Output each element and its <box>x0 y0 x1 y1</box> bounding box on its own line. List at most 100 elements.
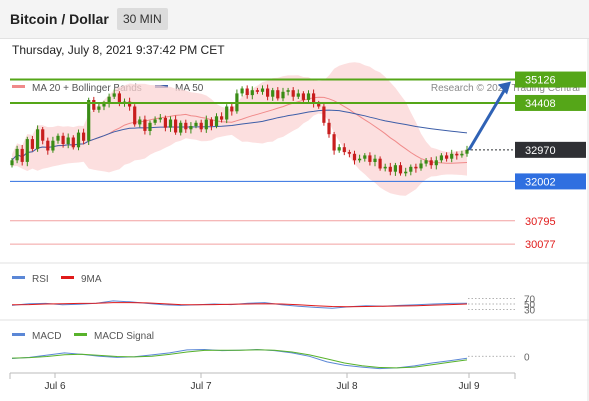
candle-body <box>439 155 443 161</box>
candle-body <box>332 134 336 151</box>
rsi-tick-label: 70 <box>524 294 536 305</box>
candle-body <box>30 139 34 149</box>
timeframe-badge[interactable]: 30 MIN <box>117 8 168 30</box>
candle-body <box>128 101 132 107</box>
candle-body <box>153 119 157 123</box>
candle-body <box>250 90 254 96</box>
candle-body <box>373 158 377 162</box>
rsi-tick-label: 50 <box>524 300 536 311</box>
legend-swatch-rsi <box>12 276 25 279</box>
candle-body <box>10 160 14 166</box>
candle-body <box>148 122 152 131</box>
projection-arrowhead <box>498 81 511 95</box>
support-label: 32002 <box>525 176 556 188</box>
bollinger-band <box>12 62 467 196</box>
legend-swatch-macd <box>12 333 25 336</box>
candle-body <box>266 88 270 97</box>
candle-body <box>306 93 311 100</box>
candle-body <box>291 90 295 97</box>
candle-body <box>296 93 300 97</box>
candle-body <box>450 153 454 159</box>
rsi-ma-line <box>11 302 468 308</box>
candle-body <box>301 93 305 100</box>
candle-body <box>368 155 372 162</box>
candle-body <box>460 153 464 156</box>
candle-body <box>398 165 403 174</box>
macd-plot: 0 <box>11 348 530 370</box>
candle-body <box>434 160 438 166</box>
candle-body <box>66 137 70 144</box>
candle-body <box>404 171 408 174</box>
projection-arrow <box>467 86 508 151</box>
candle-body <box>76 132 81 148</box>
macd-line <box>11 348 468 370</box>
candle-body <box>41 129 45 141</box>
candle-body <box>378 158 382 169</box>
candle-body <box>112 93 116 97</box>
legend-swatch-ma20 <box>12 85 25 88</box>
resistance-label: 34408 <box>525 98 556 110</box>
candle-body <box>286 90 290 92</box>
candle-body <box>174 119 178 133</box>
legend-swatch-rsi-ma <box>61 276 74 279</box>
last-price-tag <box>515 141 586 158</box>
candle-body <box>393 165 397 172</box>
resistance-tag <box>515 71 586 88</box>
chart-header: Bitcoin / Dollar 30 MIN <box>0 0 589 39</box>
support-tag <box>515 173 586 190</box>
candle-body <box>46 140 50 151</box>
panel-borders <box>0 38 589 401</box>
candle-body <box>347 152 351 154</box>
candle-body <box>271 90 275 97</box>
candle-body <box>260 88 265 92</box>
candle-body <box>445 155 449 159</box>
legend-rsi-ma: 9MA <box>81 274 102 285</box>
candle-body <box>143 119 147 131</box>
candle-body <box>82 132 86 141</box>
candle-body <box>276 90 280 99</box>
candle-body <box>414 166 418 169</box>
candle-body <box>168 119 173 128</box>
macd-signal-line <box>11 349 468 369</box>
macd-tick-label: 0 <box>524 352 530 363</box>
candle-body <box>209 119 213 126</box>
candle-body <box>455 153 459 156</box>
legend-rsi: RSI <box>32 274 49 285</box>
rsi-legend: RSI 9MA <box>12 274 102 285</box>
candle-body <box>424 160 428 164</box>
candle-body <box>184 122 188 130</box>
candle-body <box>255 90 259 92</box>
timestamp: Thursday, July 8, 2021 9:37:42 PM CET <box>12 43 225 57</box>
candle-body <box>71 137 75 148</box>
candle-body <box>189 126 193 130</box>
candle-body <box>327 122 331 135</box>
legend-macd-signal: MACD Signal <box>94 331 154 342</box>
candle-body <box>204 119 208 130</box>
candle-body <box>87 100 91 141</box>
candle-body <box>158 117 162 120</box>
candle-body <box>225 106 229 120</box>
candle-body <box>352 153 357 161</box>
candle-body <box>138 119 142 125</box>
ma50-line <box>11 109 468 161</box>
candle-body <box>312 93 316 104</box>
price-plot <box>10 62 469 196</box>
instrument-title: Bitcoin / Dollar <box>10 11 109 27</box>
candle-body <box>194 122 198 127</box>
candle-body <box>342 147 346 153</box>
legend-ma50: MA 50 <box>175 83 204 94</box>
candle-body <box>281 91 285 99</box>
candle-body <box>133 106 137 125</box>
candle-body <box>230 106 234 112</box>
candle-body <box>15 148 19 161</box>
candle-body <box>92 100 96 110</box>
x-tick-label: Jul 9 <box>458 381 480 392</box>
candle-body <box>317 103 321 107</box>
candle-body <box>383 166 387 169</box>
candle-body <box>36 129 40 149</box>
candle-body <box>25 139 29 162</box>
candle-body <box>240 88 244 94</box>
candle-body <box>337 147 341 151</box>
resistance-tag <box>515 94 586 111</box>
